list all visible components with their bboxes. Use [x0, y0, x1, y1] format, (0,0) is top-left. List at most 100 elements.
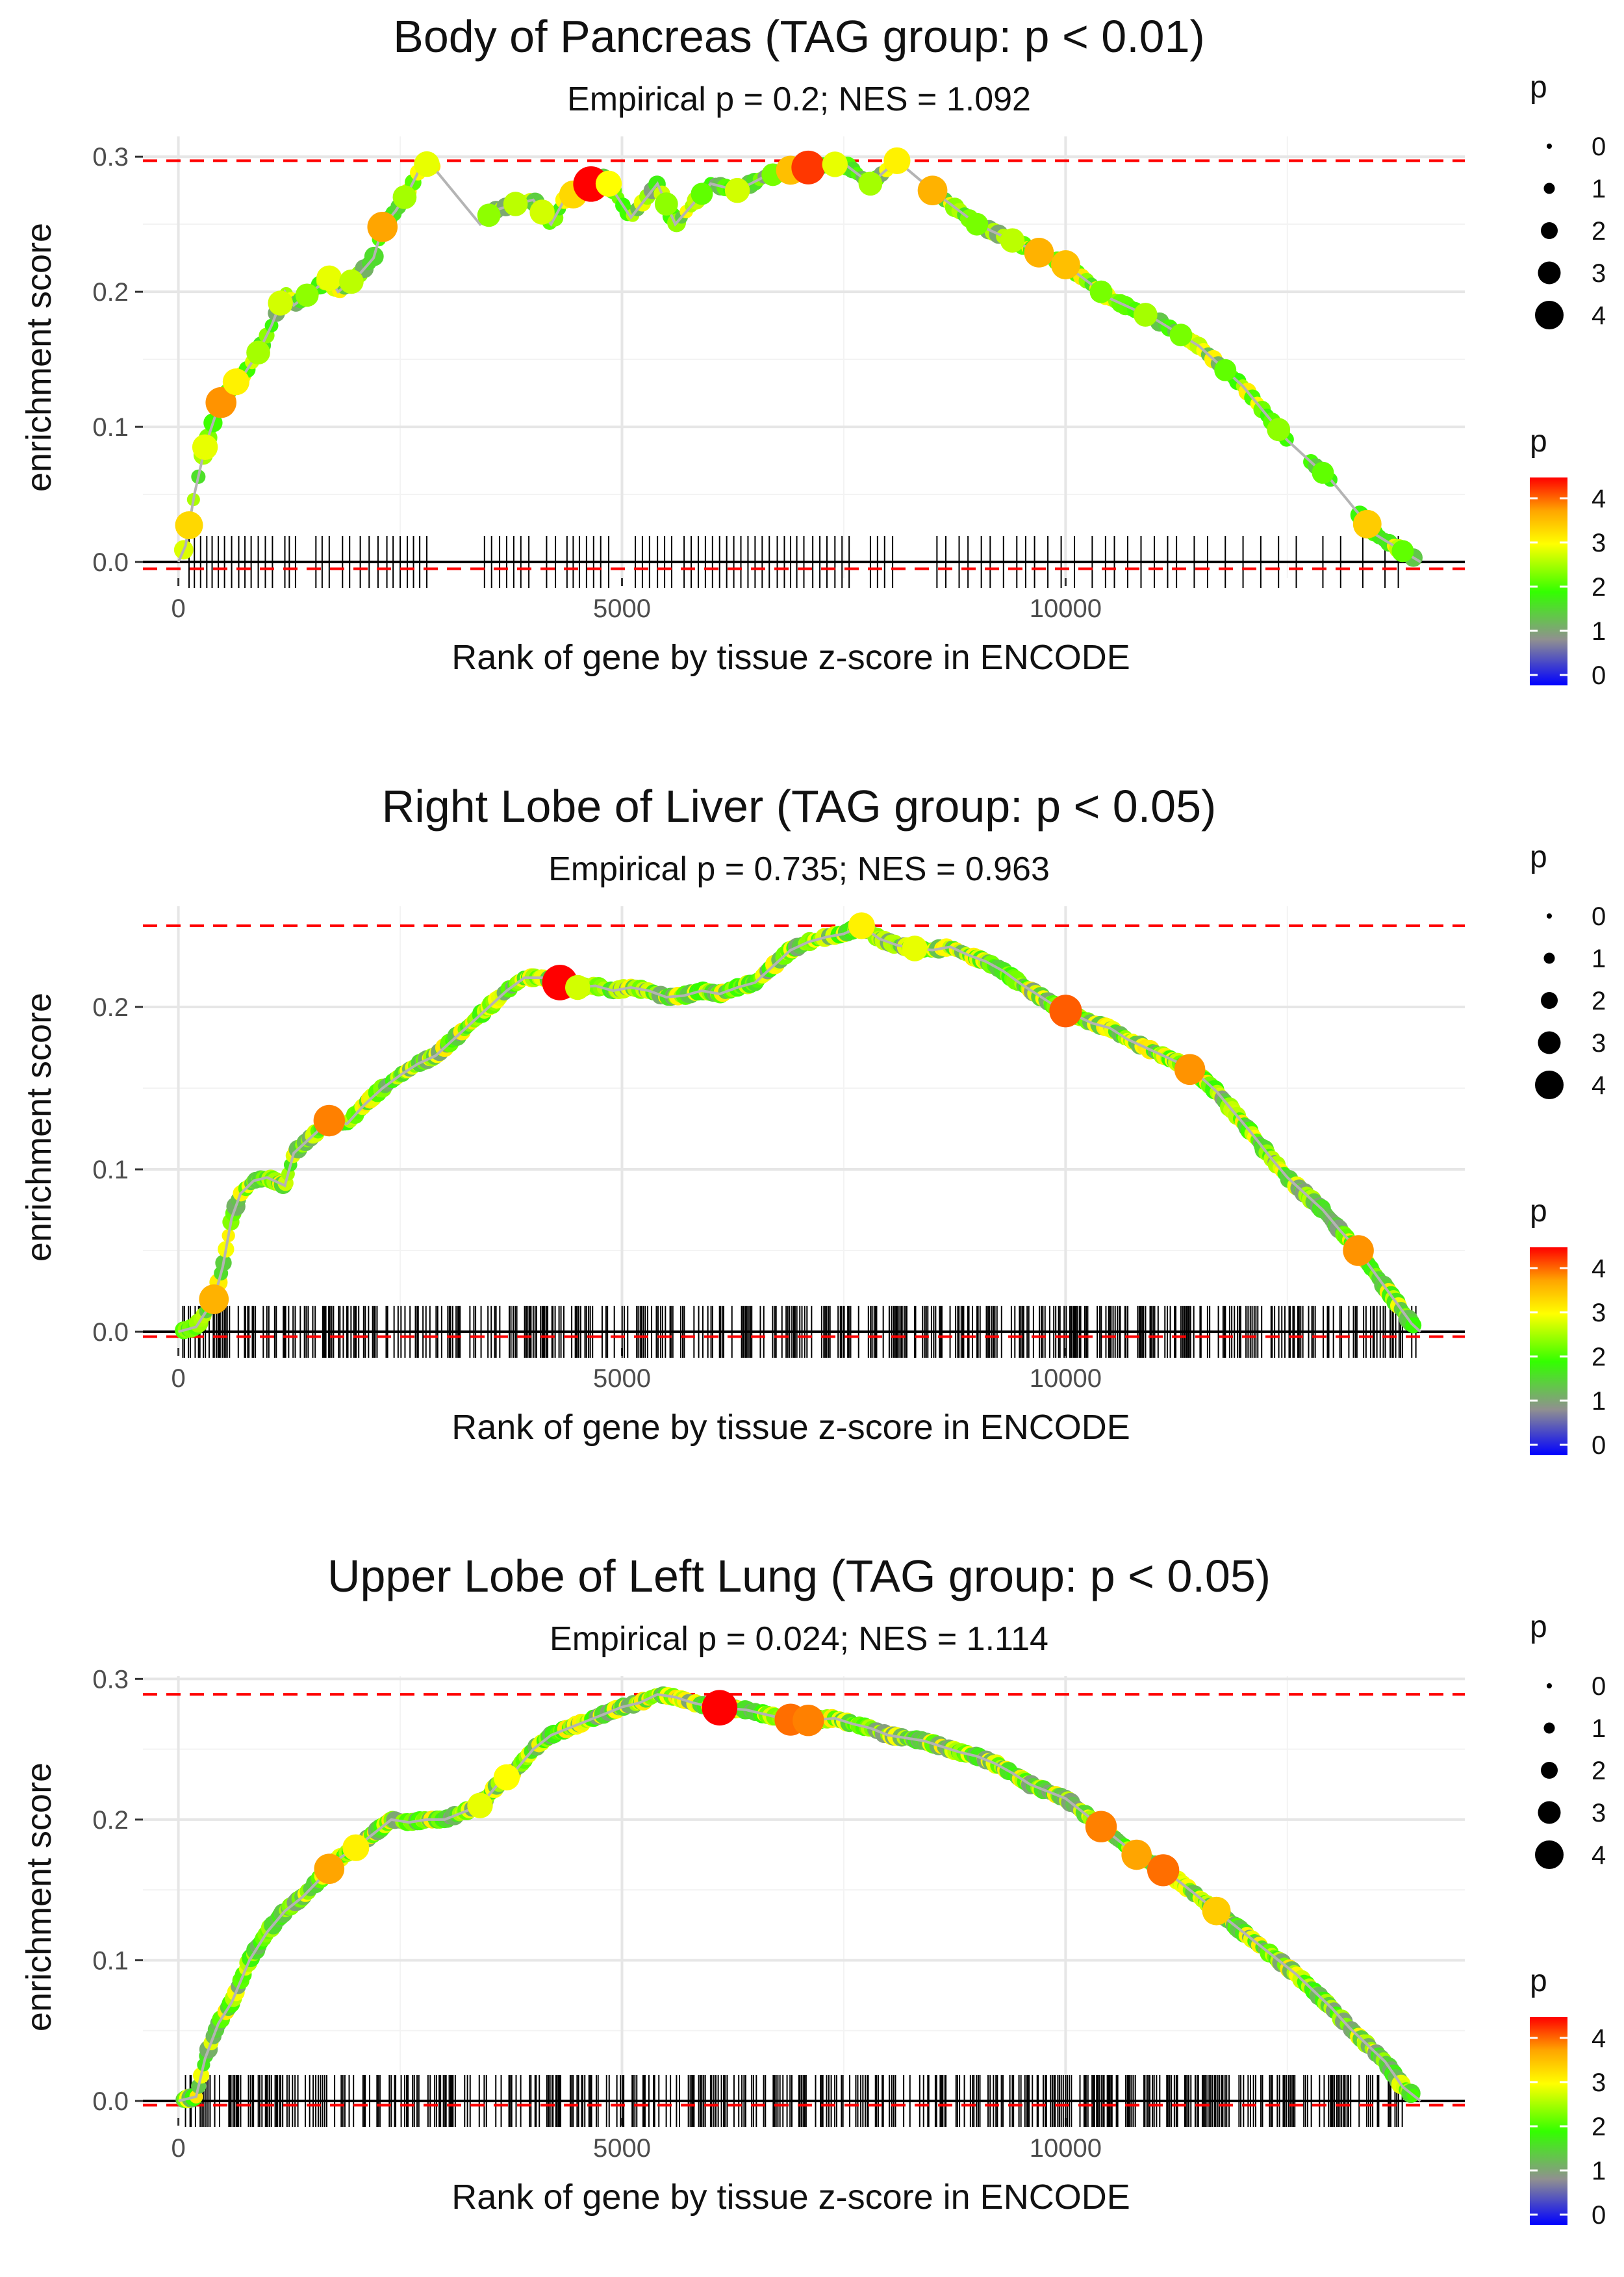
size-legend-dot — [1535, 1071, 1564, 1099]
hit-point — [477, 203, 501, 227]
legend: p 0 1 2 3 4 p 4 3 2 1 0 — [1530, 70, 1606, 690]
color-legend-label: 4 — [1592, 2024, 1606, 2053]
hit-point — [595, 170, 622, 197]
color-legend-title: p — [1530, 1194, 1547, 1228]
hit-point — [493, 1764, 520, 1791]
color-legend-title: p — [1530, 1964, 1547, 1998]
hit-point — [565, 974, 590, 1000]
hit-point — [848, 912, 875, 939]
hit-point — [1267, 418, 1291, 442]
legend: p 0 1 2 3 4 p 4 3 2 1 0 — [1530, 840, 1606, 1460]
hit-point — [1085, 1811, 1117, 1842]
hit-point — [1133, 303, 1158, 327]
size-legend-dot — [1547, 144, 1552, 149]
hit-point — [199, 1284, 229, 1314]
hit-point — [724, 177, 750, 203]
hit-point — [691, 183, 713, 205]
hit-point — [1214, 359, 1237, 381]
chart-subtitle: Empirical p = 0.024; NES = 1.114 — [550, 1620, 1048, 1658]
size-legend-label: 3 — [1592, 259, 1606, 288]
size-legend-label: 3 — [1592, 1029, 1606, 1058]
y-tick-label: 0.2 — [92, 993, 129, 1022]
hit-point — [295, 283, 319, 307]
size-legend-title: p — [1530, 840, 1547, 874]
hit-point — [1049, 995, 1082, 1028]
hit-point — [654, 192, 678, 216]
y-tick-label: 0.2 — [92, 1806, 129, 1835]
size-legend-label: 1 — [1592, 175, 1606, 203]
color-legend-label: 0 — [1592, 1431, 1606, 1460]
x-tick-label: 10000 — [1030, 1364, 1102, 1393]
size-legend-label: 4 — [1592, 301, 1606, 330]
hit-point — [1089, 280, 1113, 303]
size-legend-title: p — [1530, 1610, 1547, 1644]
hit-point — [1169, 324, 1193, 347]
x-tick-label: 5000 — [593, 1364, 651, 1393]
hit-point — [529, 199, 555, 225]
size-legend-label: 0 — [1592, 1672, 1606, 1701]
hit-point — [1202, 1896, 1231, 1926]
panel-2: Right Lobe of Liver (TAG group: p < 0.05… — [19, 781, 1606, 1460]
hit-point — [222, 368, 250, 396]
y-axis-label: enrichment score — [19, 993, 58, 1262]
hit-point — [917, 175, 948, 206]
x-tick-label: 0 — [171, 2134, 186, 2163]
color-legend-label: 3 — [1592, 1299, 1606, 1327]
hit-point — [858, 172, 883, 196]
hit-point — [1147, 1854, 1180, 1887]
color-legend-label: 3 — [1592, 2068, 1606, 2097]
y-tick-label: 0.1 — [92, 1156, 129, 1184]
x-tick-label: 0 — [171, 1364, 186, 1393]
hit-point — [205, 387, 236, 418]
x-axis-label: Rank of gene by tissue z-score in ENCODE — [451, 2178, 1130, 2217]
y-tick-label: 0.3 — [92, 143, 129, 172]
y-tick-label: 0.0 — [92, 548, 129, 577]
y-tick-label: 0.1 — [92, 1946, 129, 1975]
hit-point — [822, 151, 848, 177]
size-legend-dot — [1538, 261, 1561, 285]
size-legend-dot — [1538, 1031, 1561, 1054]
hit-point — [313, 1104, 346, 1137]
hit-point — [1343, 1235, 1374, 1266]
x-axis-label: Rank of gene by tissue z-score in ENCODE — [451, 1408, 1130, 1447]
y-axis-label: enrichment score — [19, 1762, 58, 2031]
size-legend-dot — [1543, 183, 1555, 194]
size-legend-label: 1 — [1592, 945, 1606, 973]
color-legend-label: 3 — [1592, 529, 1606, 557]
x-tick-label: 5000 — [593, 2134, 651, 2163]
hit-point — [1051, 250, 1080, 279]
hit-point — [316, 265, 342, 292]
hit-point — [791, 150, 826, 184]
size-legend-label: 1 — [1592, 1714, 1606, 1743]
y-tick-label: 0.3 — [92, 1665, 129, 1694]
size-legend-label: 0 — [1592, 902, 1606, 931]
color-legend-title: p — [1530, 424, 1547, 459]
y-tick-label: 0.0 — [92, 1318, 129, 1347]
color-legend-label: 4 — [1592, 485, 1606, 513]
hit-point — [902, 935, 928, 961]
es-curve — [178, 1693, 1421, 2102]
size-legend-dot — [1547, 1683, 1552, 1688]
color-legend-label: 0 — [1592, 2201, 1606, 2230]
size-legend-dot — [1541, 222, 1558, 239]
y-tick-label: 0.0 — [92, 2087, 129, 2116]
size-legend-dot — [1543, 1722, 1555, 1734]
x-tick-label: 10000 — [1030, 2134, 1102, 2163]
hit-point — [1000, 228, 1025, 253]
color-legend-label: 4 — [1592, 1254, 1606, 1283]
color-legend-label: 2 — [1592, 2113, 1606, 2141]
hit-point — [175, 511, 203, 539]
size-legend-label: 3 — [1592, 1799, 1606, 1827]
size-legend-dot — [1535, 1840, 1564, 1869]
x-tick-label: 10000 — [1030, 594, 1102, 623]
hit-rug — [182, 1306, 1417, 1358]
panel-3: Upper Lobe of Left Lung (TAG group: p < … — [19, 1551, 1606, 2230]
chart-title: Right Lobe of Liver (TAG group: p < 0.05… — [382, 781, 1217, 832]
hit-point — [1174, 1054, 1206, 1085]
color-legend-bar — [1530, 2017, 1567, 2225]
hit-point — [1024, 237, 1054, 268]
hit-point — [1121, 1839, 1152, 1870]
chart-subtitle: Empirical p = 0.2; NES = 1.092 — [567, 81, 1031, 118]
hit-point — [467, 1792, 493, 1818]
